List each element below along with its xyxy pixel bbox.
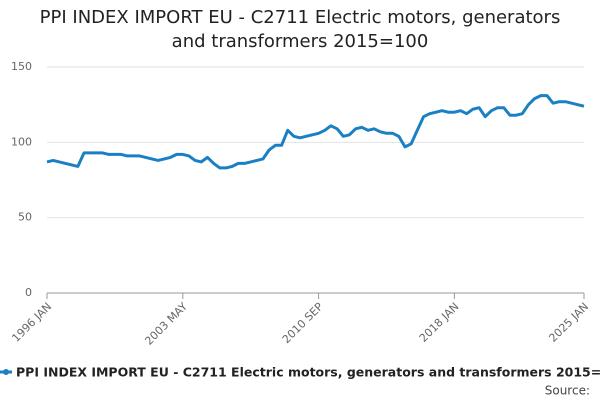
legend-label: PPI INDEX IMPORT EU - C2711 Electric mot… [16, 365, 600, 380]
legend-symbol [3, 369, 9, 375]
x-tick-label: 2025 JAN [546, 300, 591, 345]
y-tick-label: 0 [25, 286, 32, 299]
chart-title: PPI INDEX IMPORT EU - C2711 Electric mot… [39, 7, 561, 52]
y-tick-label: 150 [11, 60, 32, 73]
y-tick-label: 100 [11, 135, 32, 148]
series-line [46, 94, 585, 170]
x-tick-label: 1996 JAN [9, 300, 54, 345]
y-tick-label: 50 [18, 211, 32, 224]
x-tick-label: 2003 MAY [142, 300, 190, 348]
source: Source: [545, 384, 590, 398]
x-tick-label: 2010 SEP [280, 300, 326, 346]
x-tick-label: 2018 JAN [417, 300, 462, 345]
